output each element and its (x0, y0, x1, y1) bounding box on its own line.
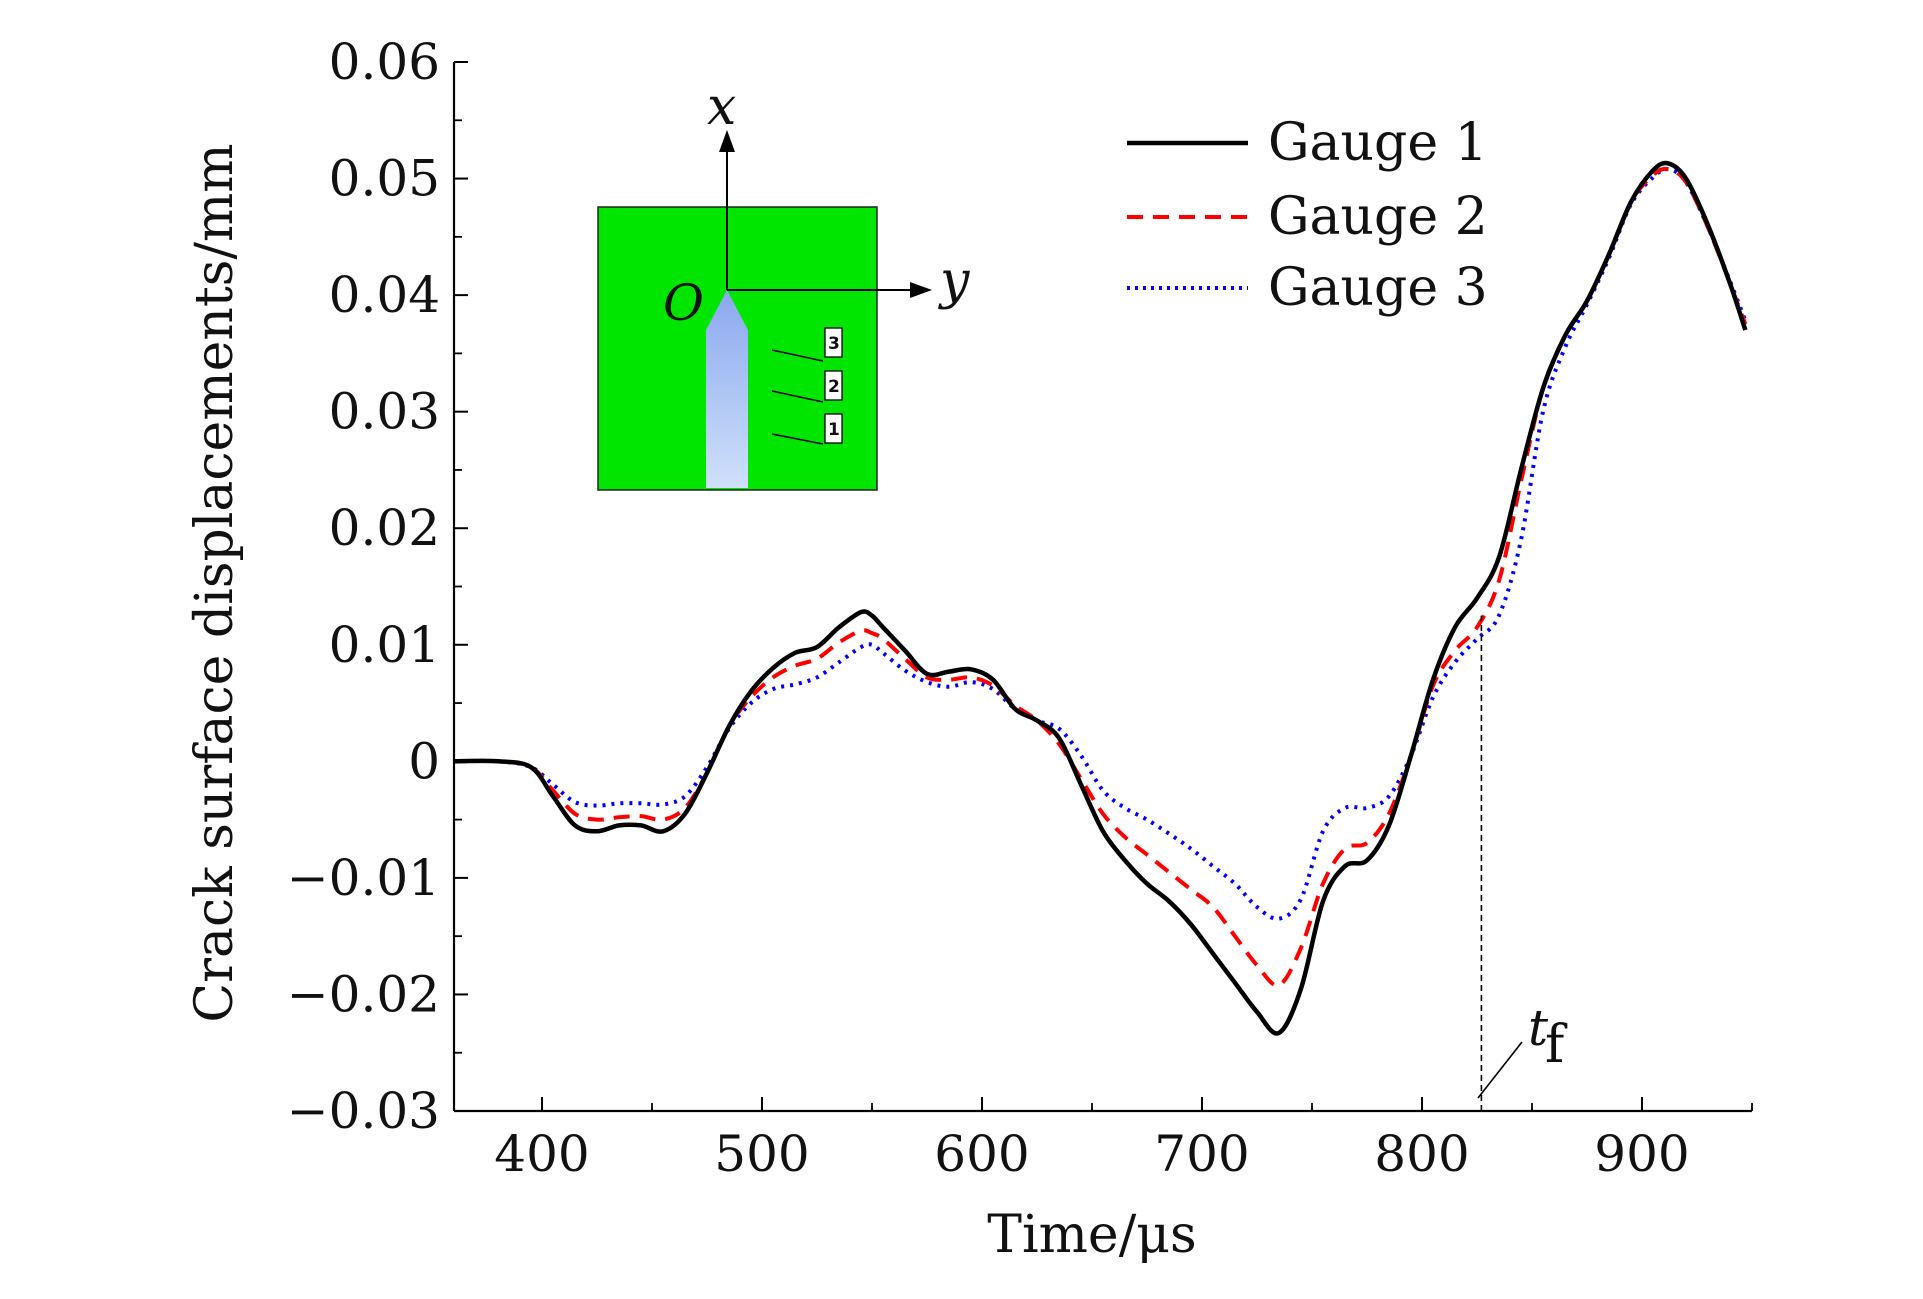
y-tick-label: 0.01 (329, 616, 440, 674)
y-tick-label: −0.01 (287, 849, 440, 907)
x-tick-label: 500 (714, 1125, 809, 1183)
y-tick-label: 0.04 (329, 266, 440, 324)
y-tick-label: 0.03 (329, 383, 440, 441)
axes-layer: 400 500 600 700 800 900 −0.03 −0.02 −0.01 0 0.01 0.… (287, 33, 1753, 1183)
series-line-gauge-1 (453, 160, 1748, 1036)
y-axis-title: Crack surface displacements/mm (185, 143, 245, 1022)
tf-annotation: t f (1477, 999, 1568, 1099)
inset-x-arrow-icon (719, 130, 735, 152)
x-axis-title: Time/μs (987, 1205, 1196, 1265)
tf-subscript: f (1545, 1015, 1568, 1075)
y-tick-label: 0.06 (329, 33, 440, 91)
inset-gauge-2: 2 (771, 370, 843, 403)
inset-origin-label: O (663, 274, 704, 332)
legend-label-gauge-1: Gauge 1 (1268, 113, 1488, 173)
series-layer (453, 160, 1748, 1036)
y-tick-label: −0.03 (287, 1082, 440, 1140)
legend: Gauge 1 Gauge 2 Gauge 3 (1127, 113, 1488, 318)
x-tick-label: 600 (934, 1125, 1029, 1183)
inset-gauge-2-label: 2 (828, 377, 840, 397)
y-tick-label: 0.05 (329, 150, 440, 208)
tf-leader-line (1477, 1041, 1523, 1099)
y-tick-label: 0.02 (329, 499, 440, 557)
inset-x-label: x (707, 77, 736, 137)
x-tick-label: 800 (1374, 1125, 1469, 1183)
tf-label: t (1528, 999, 1549, 1057)
x-tick-label: 700 (1154, 1125, 1249, 1183)
inset-diagram: x y O 3 2 1 (597, 77, 970, 491)
x-tick-label: 400 (494, 1125, 589, 1183)
inset-gauge-3: 3 (771, 327, 843, 362)
inset-gauge-1-label: 1 (828, 420, 840, 440)
x-tick-label: 900 (1594, 1125, 1689, 1183)
inset-gauge-1: 1 (771, 413, 843, 445)
inset-crack (706, 290, 748, 488)
y-tick-label: −0.02 (287, 965, 440, 1023)
y-tick-label: 0 (408, 732, 440, 790)
inset-y-label: y (938, 251, 970, 311)
inset-y-arrow-icon (910, 282, 932, 298)
legend-label-gauge-3: Gauge 3 (1268, 258, 1488, 318)
legend-label-gauge-2: Gauge 2 (1268, 187, 1488, 247)
inset-gauge-3-label: 3 (828, 334, 840, 354)
